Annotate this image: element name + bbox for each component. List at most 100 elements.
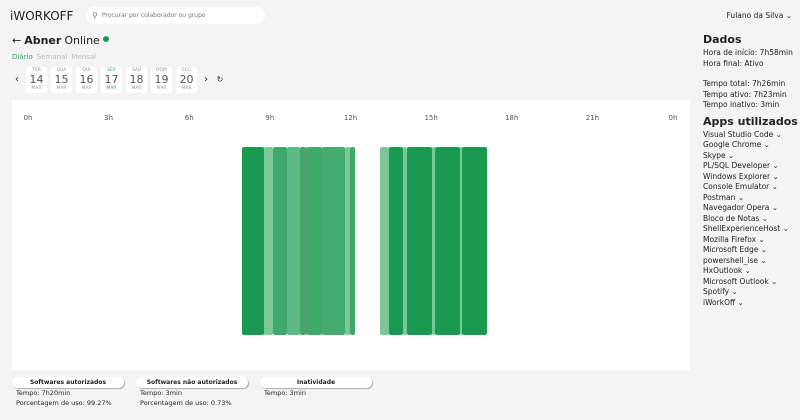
activity-segment[interactable] [305,147,307,335]
app-item[interactable]: Windows Explorer ⌄ [703,172,800,183]
tab-mensal[interactable]: Mensal [71,53,96,61]
activity-segment[interactable] [322,147,346,335]
app-item[interactable]: PL/SQL Developer ⌄ [703,161,800,172]
start-time: Hora de início: 7h58min [703,48,793,57]
activity-segment[interactable] [241,147,264,335]
app-name: powershell_ise [703,255,758,265]
arrow-left-icon[interactable]: ← [12,34,22,47]
app-item[interactable]: Mozilla Firefox ⌄ [703,235,800,246]
day-20[interactable]: SEG 20 MAR [176,67,197,93]
app-item[interactable]: HxOutlook ⌄ [703,266,800,277]
day-n: 15 [54,73,69,86]
app-item[interactable]: powershell_ise ⌄ [703,256,800,267]
hour-label: 6h [184,114,194,122]
summary-card: Inatividade Tempo: 3min [260,377,372,408]
activity-segment[interactable] [306,147,322,335]
app-name: Spotify [703,287,730,296]
app-name: ShellExperienceHost [703,224,781,233]
app-name: Postman [703,192,736,202]
activity-segment[interactable] [345,147,350,335]
day-18[interactable]: SÁB 18 MAR [126,67,147,93]
hour-label: 12h [343,114,358,122]
app-item[interactable]: Google Chrome ⌄ [703,140,800,151]
day-n: 16 [79,73,94,86]
app-name: PL/SQL Developer [703,161,771,170]
app-name: Microsoft Edge [703,245,759,254]
activity-segment[interactable] [462,147,488,335]
app-item[interactable]: Console Emulator ⌄ [703,182,800,193]
app-item[interactable]: ShellExperienceHost ⌄ [703,224,800,235]
chevron-down-icon: ⌄ [757,255,767,265]
day-m: MAR [106,86,117,91]
day-n: 14 [29,73,44,86]
activity-segment[interactable] [388,147,403,335]
app-item[interactable]: Postman ⌄ [703,193,800,204]
chevron-down-icon: ⌄ [769,203,779,212]
user-menu[interactable]: Fulano da Silva ⌄ [727,11,792,21]
day-m: MAR [31,86,42,91]
tab-diário[interactable]: Diário [12,53,33,61]
dados-heading: Dados [703,33,742,46]
activity-segment[interactable] [263,147,274,335]
day-selector: ‹ TER 14 MAR QUA 15 MAR QUI 16 MAR SEX 17 MAR SÁB 18 MA… [12,67,225,93]
day-w: SEG [181,68,192,73]
day-19[interactable]: DOM 19 MAR [151,67,172,93]
day-14[interactable]: TER 14 MAR [26,67,47,93]
activity-segment[interactable] [299,147,306,335]
app-item[interactable]: Navegador Opera ⌄ [703,203,800,214]
summary-cards: Softwares autorizados Tempo: 7h20min Porce… [12,377,372,408]
hour-label: 0h [668,114,678,122]
app-item[interactable]: Microsoft Outlook ⌄ [703,277,800,288]
activity-segment[interactable] [402,147,407,335]
app-item[interactable]: Microsoft Edge ⌄ [703,245,800,256]
chevron-down-icon: ⌄ [729,287,738,296]
activity-timeline: 0h 3h 6h 9h 12h 15h 18h 21h 0h [12,100,690,370]
total-time: Tempo total: 7h26min [703,79,786,88]
app-item[interactable]: Skype ⌄ [703,151,800,162]
day-m: MAR [181,86,192,91]
activity-segment[interactable] [380,147,389,335]
app-name: Visual Studio Code [703,129,774,139]
chevron-right-icon[interactable]: › [204,74,208,85]
chevron-left-icon[interactable]: ‹ [15,74,19,85]
app-name: Console Emulator [703,182,770,191]
card-title-button[interactable]: Inatividade [260,377,372,388]
activity-segment[interactable] [431,147,435,335]
app-item[interactable]: Visual Studio Code ⌄ [703,130,800,141]
page-title: ← Abner Online [12,34,109,47]
chevron-down-icon: ⌄ [785,11,792,20]
app-item[interactable]: Bloco de Notas ⌄ [703,214,800,225]
activity-segment[interactable] [287,147,300,335]
period-tabs: Diário Semanal Mensal [12,53,96,62]
hour-label: 3h [104,114,114,122]
day-w: QUI [82,68,91,73]
card-title-button[interactable]: Softwares autorizados [12,377,124,388]
status-text: Online [64,34,100,47]
card-title-button[interactable]: Softwares não autorizados [136,377,248,388]
activity-segment[interactable] [406,147,432,335]
day-n: 20 [179,73,194,86]
logo: iWORKOFF [10,9,74,23]
hour-label: 21h [585,114,600,122]
refresh-icon[interactable]: ↻ [216,75,224,84]
chevron-down-icon: ⌄ [758,245,768,254]
day-16[interactable]: QUI 16 MAR [76,67,97,93]
activity-segment[interactable] [349,147,356,335]
day-w: SEX [107,68,116,73]
chevron-down-icon: ⌄ [759,213,768,223]
activity-segment[interactable] [273,147,288,335]
day-m: MAR [131,86,142,91]
activity-segment[interactable] [434,147,460,335]
app-name: Google Chrome [703,140,762,149]
chevron-down-icon: ⌄ [770,171,779,181]
app-item[interactable]: iWorkOff ⌄ [703,298,800,309]
app-item[interactable]: Spotify ⌄ [703,287,800,298]
tab-semanal[interactable]: Semanal [36,53,68,61]
card-line: Tempo: 3min [264,389,306,397]
search-input[interactable]: ⚲ Procurar por colaborador ou grupo [86,7,265,24]
day-17[interactable]: SEX 17 MAR [101,67,122,93]
day-15[interactable]: QUA 15 MAR [51,67,72,93]
day-w: QUA [56,68,67,73]
app-name: Windows Explorer [703,171,771,181]
activity-segment[interactable] [459,147,463,335]
